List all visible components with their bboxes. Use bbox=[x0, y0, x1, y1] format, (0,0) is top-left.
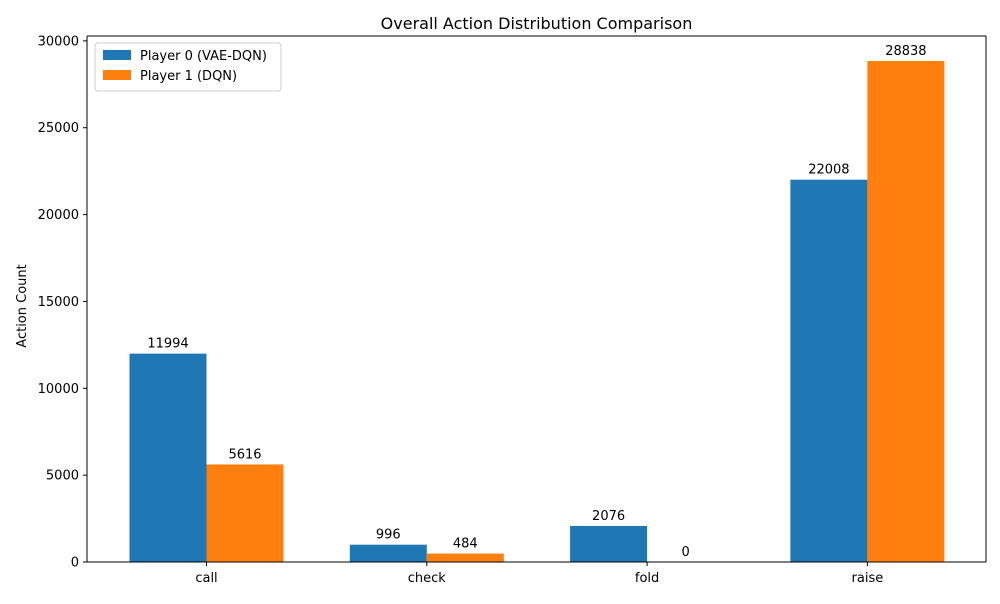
y-tick-label: 5000 bbox=[46, 469, 79, 484]
y-tick-label: 10000 bbox=[38, 382, 79, 397]
x-tick-label-call: call bbox=[195, 571, 217, 586]
bar-raise-series-0 bbox=[790, 179, 868, 562]
y-tick-label: 25000 bbox=[38, 121, 79, 136]
legend-label-0: Player 0 (VAE-DQN) bbox=[140, 49, 267, 64]
legend: Player 0 (VAE-DQN) Player 1 (DQN) bbox=[94, 42, 282, 92]
data-label-raise-series-1: 28838 bbox=[885, 44, 926, 59]
bar-call-series-0 bbox=[129, 353, 207, 562]
legend-swatch-0 bbox=[103, 50, 131, 60]
bar-check-series-1 bbox=[426, 553, 504, 562]
legend-label-1: Player 1 (DQN) bbox=[140, 69, 237, 84]
x-tick-label-fold: fold bbox=[635, 571, 659, 586]
data-label-call-series-1: 5616 bbox=[228, 447, 261, 462]
y-tick-label: 15000 bbox=[38, 295, 79, 310]
y-tick-label: 0 bbox=[71, 556, 79, 571]
data-label-fold-series-0: 2076 bbox=[592, 509, 625, 524]
x-tick-label-raise: raise bbox=[852, 571, 884, 586]
bar-call-series-1 bbox=[206, 464, 284, 562]
legend-box bbox=[94, 42, 282, 92]
data-label-call-series-0: 11994 bbox=[147, 337, 188, 352]
plot-area: 11994 996 2076 22008 5616 484 0 28838 0 5000 10000… bbox=[38, 34, 987, 586]
bar-check-series-0 bbox=[349, 544, 427, 562]
bar-fold-series-0 bbox=[570, 525, 648, 562]
y-axis-label: Action Count bbox=[15, 264, 30, 347]
data-label-check-series-1: 484 bbox=[453, 537, 478, 552]
data-label-check-series-0: 996 bbox=[376, 528, 401, 543]
y-tick-label: 20000 bbox=[38, 208, 79, 223]
data-label-raise-series-0: 22008 bbox=[808, 163, 849, 178]
data-label-fold-series-1: 0 bbox=[681, 545, 689, 560]
x-tick-label-check: check bbox=[408, 571, 447, 586]
chart-title: Overall Action Distribution Comparison bbox=[381, 14, 693, 33]
legend-swatch-1 bbox=[103, 70, 131, 80]
y-tick-label: 30000 bbox=[38, 34, 79, 49]
bar-raise-series-1 bbox=[867, 61, 945, 562]
